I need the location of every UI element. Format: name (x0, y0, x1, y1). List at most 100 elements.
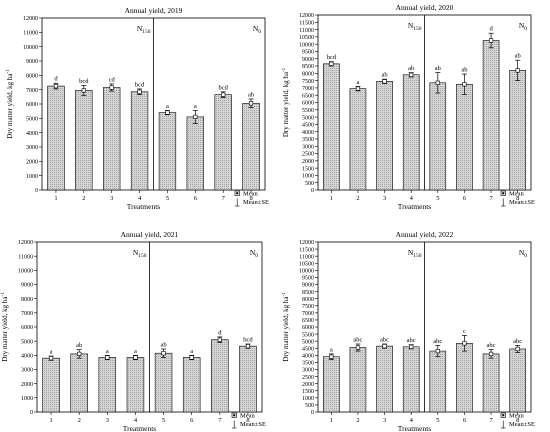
legend-mean-label: Mean (243, 191, 259, 198)
y-tick-label: 10000 (299, 42, 314, 48)
mean-marker (105, 355, 110, 360)
significance-letter: a (106, 348, 109, 355)
bar-6 (182, 357, 201, 413)
legend-mean-dot (502, 192, 505, 195)
significance-letter: ab (76, 342, 82, 349)
y-tick-label: 9500 (302, 276, 314, 282)
x-tick-label: 6 (194, 195, 198, 202)
mean-marker (488, 38, 494, 43)
y-tick-label: 12000 (299, 240, 314, 246)
significance-letter: abc (407, 337, 416, 344)
y-tick-label: 5000 (302, 115, 314, 121)
y-axis-label: Dry matter yield, kg ha-1 (282, 67, 290, 137)
chart-title: Annual yield, 2020 (396, 3, 454, 12)
chart-panel-1: Annual yield, 2019 0 1000 2000 3000 4000 5000 6… (6, 6, 269, 211)
significance-letter: cd (109, 76, 116, 83)
y-tick-label: 11500 (299, 20, 314, 26)
bar-4 (130, 91, 149, 191)
y-tick-label: 6000 (26, 102, 38, 108)
bar-5 (154, 352, 173, 413)
y-tick-label: 11500 (299, 247, 314, 253)
x-tick-label: 8 (516, 417, 519, 424)
mean-marker (165, 110, 170, 115)
y-tick-label: 9500 (302, 50, 314, 56)
y-tick-label: 3000 (302, 368, 314, 374)
significance-letter: d (489, 26, 493, 33)
bar-4 (126, 357, 145, 413)
y-tick-label: 5000 (302, 339, 314, 345)
x-tick-label: 5 (436, 417, 439, 424)
y-tick-label: 2000 (21, 382, 33, 388)
y-tick-label: 6000 (21, 325, 33, 331)
y-tick-label: 7000 (302, 86, 314, 92)
y-tick-label: 0 (311, 188, 314, 194)
y-tick-label: 10000 (23, 45, 38, 51)
significance-letter: ab (160, 341, 166, 348)
significance-letter: ab (435, 65, 441, 72)
y-tick-label: 7000 (26, 88, 38, 94)
x-tick-label: 1 (49, 417, 52, 424)
bar-3 (98, 357, 117, 413)
mean-marker (355, 345, 361, 350)
mean-marker (409, 344, 414, 349)
bar-1 (47, 85, 65, 191)
mean-marker (193, 114, 198, 119)
mean-marker (53, 83, 59, 89)
legend-se-label: Mean±SE (243, 199, 269, 206)
chart-panel-2: Annual yield, 20200500100015002000250030… (282, 3, 535, 211)
bar-7 (211, 339, 229, 413)
bar-6 (456, 83, 473, 191)
y-tick-label: 3500 (302, 137, 314, 143)
x-tick-label: 4 (134, 417, 138, 424)
group-label-1: N150 (408, 21, 422, 32)
y-tick-label: 5500 (302, 332, 314, 338)
y-tick-label: 11000 (299, 28, 314, 34)
mean-marker (462, 341, 467, 346)
bar-2 (349, 347, 367, 413)
x-tick-label: 7 (489, 195, 493, 202)
significance-letter: abc (487, 342, 496, 349)
y-tick-label: 10500 (299, 35, 314, 41)
x-tick-label: 5 (162, 417, 165, 424)
y-axis-label-superscript: -1 (1, 292, 6, 297)
x-tick-label: 8 (516, 195, 519, 202)
y-tick-label: 7500 (302, 79, 314, 85)
mean-marker (515, 346, 520, 352)
y-tick-label: 4000 (302, 354, 314, 360)
group-label-subscript: 0 (524, 26, 527, 32)
significance-letter: c (463, 328, 466, 335)
y-axis-label: Dry matter yield, kg ha-1 (1, 292, 9, 362)
legend-mean-dot (502, 414, 505, 417)
significance-letter: a (190, 348, 193, 355)
significance-letter: abc (513, 338, 522, 345)
y-tick-label: 7000 (21, 311, 33, 317)
y-tick-label: 5000 (21, 339, 33, 345)
bar-2 (70, 353, 88, 413)
bar-7 (214, 94, 232, 191)
y-axis-label-superscript: -1 (282, 67, 287, 72)
bar-8 (509, 70, 526, 191)
y-tick-label: 5000 (26, 117, 38, 123)
x-tick-label: 3 (383, 195, 386, 202)
y-axis-label: Dry matter yield, kg ha-1 (282, 292, 290, 362)
mean-marker (48, 356, 54, 361)
significance-letter: ab (408, 65, 414, 72)
mean-marker (488, 351, 494, 357)
y-tick-label: 4500 (302, 123, 314, 129)
x-tick-label: 1 (330, 417, 333, 424)
legend-mean-label: Mean (509, 191, 525, 198)
legend-mean-label: Mean (509, 413, 525, 420)
group-label-subscript: 0 (258, 29, 261, 35)
x-tick-label: 3 (383, 417, 386, 424)
mean-marker (245, 344, 251, 349)
y-tick-label: 3000 (26, 145, 38, 151)
chart-title: Annual yield, 2021 (121, 230, 179, 239)
y-tick-label: 9000 (302, 283, 314, 289)
mean-marker (515, 68, 520, 73)
y-tick-label: 9000 (26, 59, 38, 65)
y-tick-label: 6500 (302, 318, 314, 324)
group-label-subscript: 150 (138, 253, 147, 259)
chart-panel-4: Annual yield, 20220500100015002000250030… (282, 230, 535, 432)
significance-letter: a (50, 349, 53, 356)
